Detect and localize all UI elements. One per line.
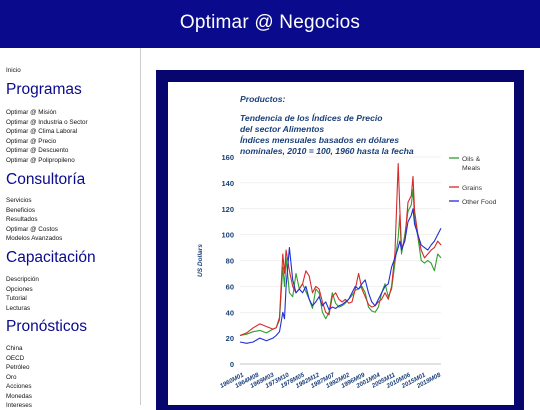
chart-title-line: Tendencia de los Índices de Precio: [240, 113, 383, 123]
sidebar-item[interactable]: Optimar @ Clima Laboral: [6, 128, 78, 135]
sidebar-item[interactable]: Intereses: [6, 402, 32, 409]
sidebar-item[interactable]: China: [6, 345, 23, 352]
series-line: [239, 208, 442, 344]
sidebar-item[interactable]: Modelos Avanzados: [6, 235, 63, 242]
sidebar-item[interactable]: Descripción: [6, 276, 39, 283]
sidebar-heading-consultoria[interactable]: Consultoría: [6, 171, 86, 188]
legend-label: Oils &: [462, 156, 481, 163]
site-header: Optimar @ Negocios: [0, 0, 540, 48]
legend-label: Meals: [462, 165, 481, 172]
sidebar-item[interactable]: Beneficios: [6, 206, 36, 214]
sidebar: Inicio Programas Optimar @ Misión Optima…: [0, 48, 141, 409]
sidebar-item[interactable]: Monedas: [6, 392, 32, 400]
site-title: Optimar @ Negocios: [179, 12, 361, 33]
y-tick-label: 140: [221, 179, 234, 188]
y-tick-label: 100: [221, 231, 234, 240]
series-line: [239, 188, 442, 337]
legend-label: Other Food: [462, 199, 497, 206]
sidebar-item[interactable]: Servicios: [6, 197, 32, 204]
y-tick-label: 20: [226, 334, 234, 343]
sidebar-item[interactable]: Optimar @ Polipropileno: [6, 156, 75, 164]
sidebar-heading-pronosticos[interactable]: Pronósticos: [6, 318, 87, 335]
sidebar-item[interactable]: Lecturas: [6, 304, 31, 312]
y-axis-label: US Dollars: [197, 244, 204, 277]
sidebar-item[interactable]: Optimar @ Costos: [6, 225, 58, 233]
y-tick-label: 120: [221, 205, 234, 214]
sidebar-heading-capacitacion[interactable]: Capacitación: [6, 249, 96, 266]
chart-panel: Productos: Tendencia de los Índices de P…: [168, 82, 514, 405]
sidebar-item[interactable]: Optimar @ Descuento: [6, 147, 69, 154]
y-tick-label: 60: [226, 282, 234, 291]
chart-title-line: nominales, 2010 = 100, 1960 hasta la fec…: [240, 146, 414, 156]
y-tick-label: 0: [230, 360, 234, 369]
sidebar-item[interactable]: Opciones: [6, 285, 33, 293]
sidebar-item[interactable]: Resultados: [6, 216, 38, 223]
series-line: [239, 162, 442, 337]
sidebar-item[interactable]: Petróleo: [6, 364, 30, 371]
chart-title-line: Productos:: [240, 94, 286, 104]
sidebar-item[interactable]: OECD: [6, 354, 25, 362]
sidebar-item[interactable]: Acciones: [6, 383, 32, 390]
y-tick-label: 160: [221, 153, 234, 162]
sidebar-item[interactable]: Optimar @ Industria o Sector: [6, 118, 88, 126]
sidebar-item[interactable]: Tutorial: [6, 295, 27, 302]
sidebar-link-inicio[interactable]: Inicio: [6, 67, 21, 74]
sidebar-item[interactable]: Optimar @ Misión: [6, 109, 57, 116]
chart-title-line: del sector Alimentos: [240, 124, 325, 134]
legend-label: Grains: [462, 185, 483, 192]
y-tick-label: 80: [226, 257, 234, 266]
y-tick-label: 40: [226, 308, 234, 317]
sidebar-item[interactable]: Optimar @ Precio: [6, 137, 57, 145]
sidebar-heading-programas[interactable]: Programas: [6, 81, 82, 98]
sidebar-item[interactable]: Oro: [6, 373, 17, 381]
chart-title-line: Índices mensuales basados en dólares: [240, 135, 400, 145]
